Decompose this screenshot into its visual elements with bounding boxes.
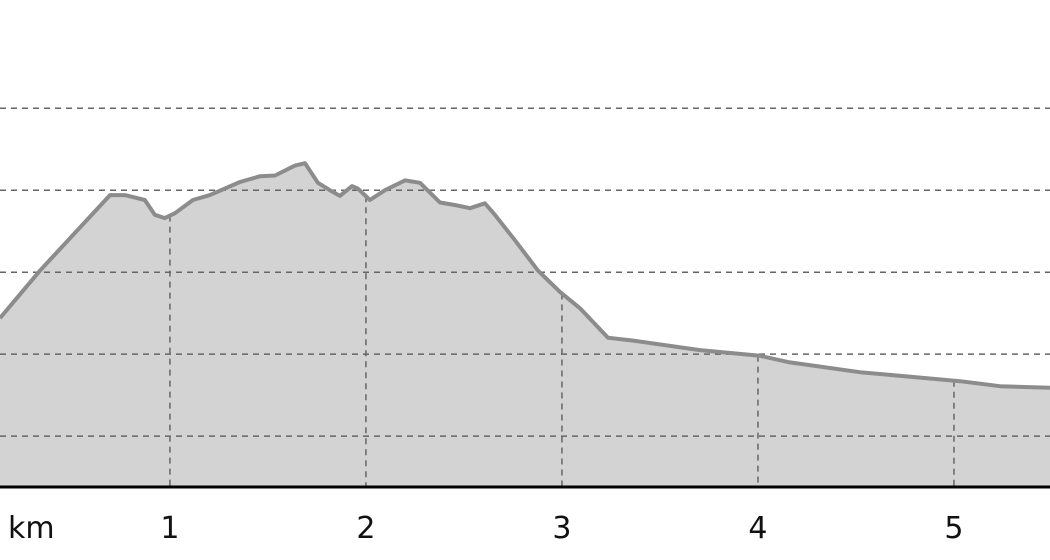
x-tick-label: 2 — [356, 511, 375, 546]
profile-area — [0, 163, 1050, 487]
x-axis-unit-label: km — [8, 511, 55, 546]
x-tick-label: 3 — [552, 511, 571, 546]
x-tick-label: 4 — [748, 511, 767, 546]
x-tick-label: 1 — [160, 511, 179, 546]
profile-line — [0, 161, 1050, 390]
x-tick-label: 5 — [944, 511, 963, 546]
